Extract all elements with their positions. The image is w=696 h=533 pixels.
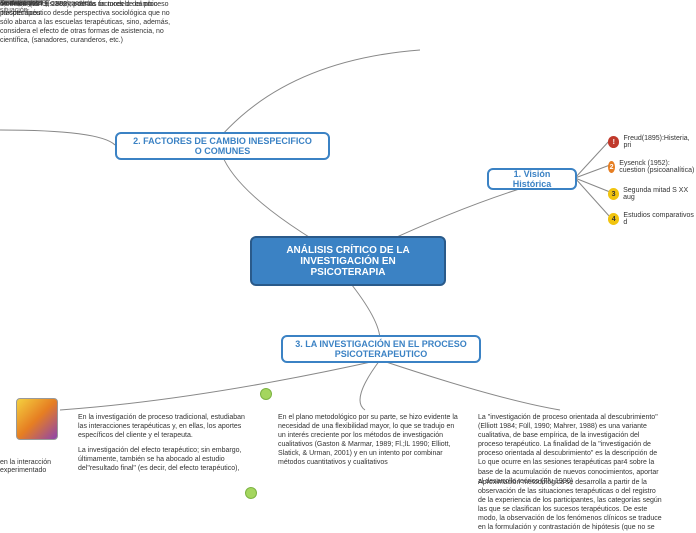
- section-2-title: 2. FACTORES DE CAMBIO INESPECIFICO O COM…: [129, 136, 316, 156]
- bullet-1-icon: !: [608, 136, 619, 148]
- green-dot-1: [260, 388, 272, 400]
- bottom-text-7: experimentado: [0, 466, 55, 475]
- illustration-icon: [16, 398, 58, 440]
- center-title: ANÁLISIS CRÍTICO DE LA INVESTIGACIÓN EN …: [264, 245, 432, 278]
- bottom-text-2: La investigación del efecto terapéutico;…: [78, 446, 253, 473]
- top-text-3: Modelos teóricos acerca de los factores …: [0, 0, 160, 18]
- vision-item-1: ! Freud(1895):Histeria, pri: [608, 135, 696, 149]
- bullet-3-icon: 3: [608, 188, 619, 200]
- vision-item-2-label: Eysenck (1952): cuestion (psicoanalítica…: [619, 160, 696, 174]
- vision-item-2: 2 Eysenck (1952): cuestion (psicoanalíti…: [608, 160, 696, 174]
- vision-item-1-label: Freud(1895):Histeria, pri: [623, 135, 696, 149]
- section-3-node[interactable]: 3. LA INVESTIGACIÓN EN EL PROCESO PSICOT…: [281, 335, 481, 363]
- green-dot-2: [245, 487, 257, 499]
- bottom-text-5: Aproximación metodológica se desarrolla …: [478, 478, 663, 533]
- section-2-node[interactable]: 2. FACTORES DE CAMBIO INESPECIFICO O COM…: [115, 132, 330, 160]
- section-3-title: 3. LA INVESTIGACIÓN EN EL PROCESO PSICOT…: [295, 339, 467, 359]
- bottom-text-4: La "investigación de proceso orientada a…: [478, 413, 663, 486]
- vision-item-4-label: Estudios comparativos d: [623, 212, 696, 226]
- bottom-text-1: En la investigación de proceso tradicion…: [78, 413, 248, 440]
- bullet-2-icon: 2: [608, 161, 615, 173]
- bottom-text-3: En el plano metodológico por su parte, s…: [278, 413, 458, 468]
- center-node[interactable]: ANÁLISIS CRÍTICO DE LA INVESTIGACIÓN EN …: [250, 236, 446, 286]
- section-1-title: 1. Visión Histórica: [501, 169, 563, 189]
- vision-item-4: 4 Estudios comparativos d: [608, 212, 696, 226]
- vision-item-3-label: Segunda mitad S XX aug: [623, 187, 696, 201]
- vision-item-3: 3 Segunda mitad S XX aug: [608, 187, 696, 201]
- section-1-node[interactable]: 1. Visión Histórica: [487, 168, 577, 190]
- bullet-4-icon: 4: [608, 213, 619, 225]
